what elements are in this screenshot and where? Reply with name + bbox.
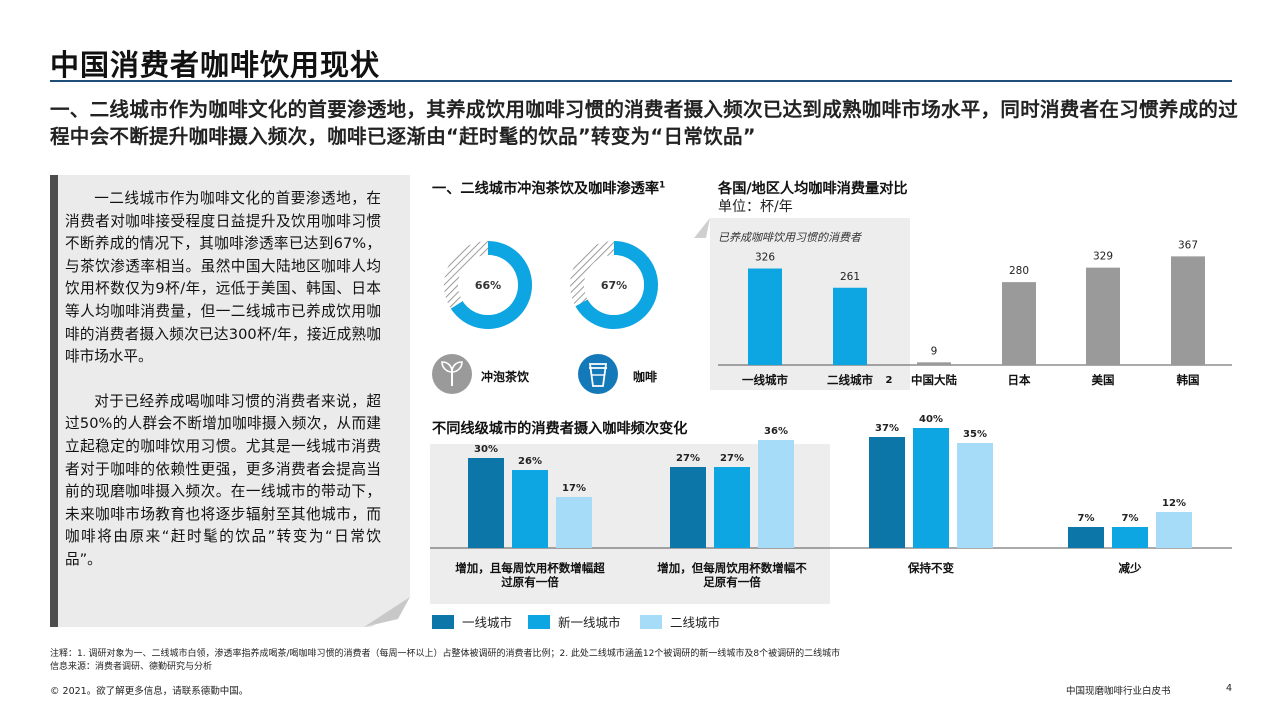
consumption-heading: 各国/地区人均咖啡消费量对比 (718, 181, 908, 197)
page-subtitle: 一、二线城市作为咖啡文化的首要渗透地，其养成饮用咖啡习惯的消费者摄入频次已达到成… (50, 98, 1239, 148)
frequency-value-label: 27% (720, 453, 744, 464)
habit-consumer-label: 已养成咖啡饮用习惯的消费者 (718, 231, 863, 244)
frequency-value-label: 7% (1122, 513, 1139, 524)
frequency-category-label: 增加，但每周饮用杯数增幅不 (657, 561, 807, 575)
penetration-donuts: 66% 67% (444, 241, 658, 330)
note-paragraph-2: 对于已经养成喝咖啡习惯的消费者来说，超过50%的人群会不断增加咖啡摄入频次，从而… (65, 392, 381, 568)
frequency-value-label: 12% (1162, 498, 1186, 509)
consumption-bar (748, 268, 782, 365)
consumption-bar (917, 362, 951, 365)
frequency-value-label: 17% (562, 483, 586, 494)
frequency-bar (957, 443, 993, 548)
consumption-category-label: 美国 (1092, 373, 1115, 387)
note-paragraph-1: 一二线城市作为咖啡文化的首要渗透地，在消费者对咖啡接受程度日益提升及饮用咖啡习惯… (65, 190, 381, 366)
frequency-value-label: 26% (518, 456, 542, 467)
frequency-heading: 不同线级城市的消费者摄入咖啡频次变化 (432, 421, 688, 437)
frequency-bar (670, 467, 706, 548)
donut-hole (458, 255, 518, 315)
legend-label: 一线城市 (462, 615, 513, 630)
coffee-cup-icon (578, 354, 618, 394)
consumption-value-label: 261 (840, 271, 860, 283)
donut-hole (584, 255, 644, 315)
frequency-bar (1112, 527, 1148, 548)
consumption-category-label: 一线城市 (742, 373, 788, 387)
consumption-category-label: 中国大陆 (911, 373, 957, 387)
consumption-value-label: 9 (931, 345, 938, 357)
consumption-category-label: 日本 (1008, 373, 1031, 387)
donut-slice (450, 241, 532, 330)
penetration-heading: 一、二线城市冲泡茶饮及咖啡渗透率1 (432, 180, 666, 197)
consumption-unit: 单位：杯/年 (718, 199, 793, 215)
frequency-value-label: 27% (676, 453, 700, 464)
donut-value-label: 67% (601, 279, 627, 292)
frequency-bar (556, 497, 592, 548)
frequency-category-label: 足原有一倍 (703, 575, 761, 589)
frequency-bar (468, 458, 504, 548)
document-title: 中国现磨咖啡行业白皮书 (1066, 686, 1171, 697)
donut-value-label: 66% (475, 279, 501, 292)
frequency-bar (758, 440, 794, 548)
legend-swatch (640, 614, 662, 629)
footnote-marker-1: 1 (659, 180, 666, 191)
note-card-accent-bar (50, 175, 58, 627)
note-text: 一二线城市作为咖啡文化的首要渗透地，在消费者对咖啡接受程度日益提升及饮用咖啡习惯… (65, 188, 381, 572)
legend-swatch (432, 614, 454, 629)
legend-item-tier1: 一线城市 (432, 612, 512, 631)
page-number: 4 (1226, 683, 1233, 694)
consumption-value-label: 326 (755, 252, 775, 264)
frequency-value-label: 30% (474, 444, 498, 455)
consumption-value-label: 367 (1178, 239, 1198, 251)
frequency-bar (1156, 512, 1192, 548)
legend-label: 二线城市 (670, 615, 721, 630)
donut-label-coffee: 咖啡 (633, 370, 658, 384)
consumption-bar (1002, 282, 1036, 365)
legend-item-tier2: 二线城市 (640, 612, 720, 631)
footnote-marker-2: 2 (886, 375, 893, 386)
frequency-value-label: 35% (963, 429, 987, 440)
frequency-category-label: 保持不变 (907, 561, 954, 575)
consumption-bar-chart: 326 一线城市 261 二线城市 9 中国大陆 280 日本 329 美国 367 韩国 2 (718, 239, 1232, 387)
donut-slice (575, 241, 658, 329)
legend-item-new-tier1: 新一线城市 (528, 612, 621, 631)
frequency-bar (913, 428, 949, 548)
consumption-bar (1171, 256, 1205, 365)
consumption-category-label: 韩国 (1177, 373, 1200, 387)
frequency-category-label: 过原有一倍 (501, 575, 559, 589)
frequency-bar (512, 470, 548, 548)
plant-sprout-icon (432, 354, 472, 394)
frequency-category-label: 减少 (1119, 561, 1142, 575)
frequency-value-label: 7% (1078, 513, 1095, 524)
footnote-text: 注释：1. 调研对象为一、二线城市白领，渗透率指养成喝茶/喝咖啡习惯的消费者（每… (50, 649, 841, 659)
consumption-category-label: 二线城市 (827, 373, 873, 387)
frequency-bar (869, 437, 905, 548)
panel-fold-shadow (694, 218, 710, 238)
frequency-bar (714, 467, 750, 548)
legend-swatch (528, 614, 550, 629)
consumption-value-label: 329 (1093, 251, 1113, 263)
footnote-block: 注释：1. 调研对象为一、二线城市白领，渗透率指养成喝茶/喝咖啡习惯的消费者（每… (50, 648, 1230, 674)
frequency-value-label: 40% (919, 414, 943, 425)
consumption-bar (833, 287, 867, 365)
habit-consumer-panel (710, 218, 910, 390)
frequency-bar (1068, 527, 1104, 548)
frequency-value-label: 36% (764, 426, 788, 437)
consumption-bar (1086, 267, 1120, 365)
consumption-value-label: 280 (1009, 265, 1029, 277)
frequency-value-label: 37% (875, 423, 899, 434)
frequency-category-label: 增加，且每周饮用杯数增幅超 (455, 561, 605, 575)
title-divider (50, 80, 1232, 82)
note-card (50, 175, 410, 627)
legend-label: 新一线城市 (558, 615, 621, 630)
donut-label-tea: 冲泡茶饮 (481, 370, 530, 384)
copyright-text: © 2021。欲了解更多信息，请联系德勤中国。 (50, 686, 249, 697)
source-text: 信息来源：消费者调研、德勤研究与分析 (50, 662, 213, 672)
page-title: 中国消费者咖啡饮用现状 (50, 48, 381, 82)
